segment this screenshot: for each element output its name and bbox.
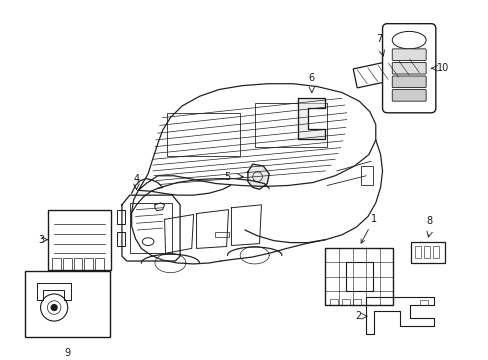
Bar bbox=[52, 258, 61, 270]
Bar bbox=[73, 258, 82, 270]
Polygon shape bbox=[247, 164, 269, 189]
Text: 10: 10 bbox=[436, 63, 448, 73]
Polygon shape bbox=[298, 98, 325, 139]
Bar bbox=[25, 271, 110, 337]
Bar bbox=[63, 258, 71, 270]
Text: 3: 3 bbox=[38, 235, 44, 245]
Text: 8: 8 bbox=[426, 216, 432, 226]
Bar bbox=[345, 262, 372, 291]
Text: 5: 5 bbox=[224, 172, 230, 182]
Bar bbox=[215, 232, 229, 237]
Bar bbox=[129, 203, 172, 253]
Text: 2: 2 bbox=[354, 311, 361, 321]
Text: 1: 1 bbox=[360, 214, 376, 243]
Bar bbox=[420, 300, 427, 305]
FancyBboxPatch shape bbox=[391, 49, 425, 60]
Text: 7: 7 bbox=[376, 34, 382, 44]
Bar bbox=[410, 242, 444, 263]
Text: 9: 9 bbox=[64, 348, 71, 358]
FancyBboxPatch shape bbox=[391, 90, 425, 101]
Text: 6: 6 bbox=[308, 73, 314, 83]
Bar bbox=[432, 247, 438, 258]
Bar bbox=[353, 299, 361, 305]
Bar bbox=[352, 54, 425, 88]
Bar bbox=[95, 258, 103, 270]
Bar bbox=[117, 210, 124, 224]
Bar bbox=[167, 113, 240, 156]
FancyBboxPatch shape bbox=[382, 24, 435, 113]
Bar bbox=[117, 232, 124, 247]
Bar bbox=[424, 247, 429, 258]
Bar bbox=[329, 299, 337, 305]
FancyBboxPatch shape bbox=[391, 76, 425, 87]
Bar bbox=[341, 299, 349, 305]
Text: 4: 4 bbox=[133, 174, 139, 184]
Bar bbox=[48, 210, 111, 270]
Bar bbox=[415, 247, 421, 258]
FancyBboxPatch shape bbox=[391, 62, 425, 74]
Bar bbox=[254, 103, 326, 147]
Circle shape bbox=[51, 305, 57, 310]
Bar bbox=[361, 166, 372, 185]
Bar bbox=[325, 248, 392, 305]
Bar bbox=[84, 258, 93, 270]
